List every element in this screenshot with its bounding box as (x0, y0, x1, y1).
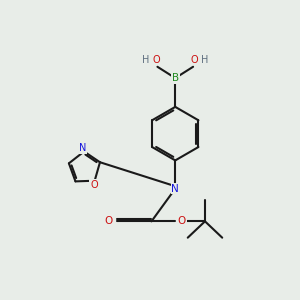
Text: N: N (79, 143, 86, 153)
Text: O: O (105, 216, 113, 226)
Text: H: H (142, 55, 150, 65)
Text: O: O (152, 55, 160, 65)
Text: H: H (201, 55, 208, 65)
Text: O: O (178, 216, 186, 226)
Text: O: O (191, 55, 198, 65)
Text: O: O (90, 180, 98, 190)
Text: B: B (172, 73, 179, 83)
Text: N: N (171, 184, 179, 194)
